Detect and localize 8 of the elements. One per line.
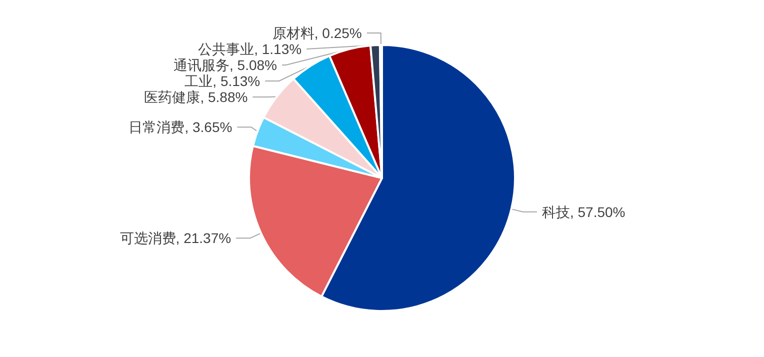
slice-label: 公共事业, 1.13% [198,41,302,58]
slice-label: 通讯服务, 5.08% [174,57,278,74]
slice-label: 工业, 5.13% [184,73,260,90]
slice-label: 日常消费, 3.65% [128,119,232,136]
slice-label: 科技, 57.50% [542,204,626,220]
slice-label: 原材料, 0.25% [272,25,362,42]
slice-label: 可选消费, 21.37% [120,230,232,246]
slice-label: 医药健康, 5.88% [144,89,248,106]
